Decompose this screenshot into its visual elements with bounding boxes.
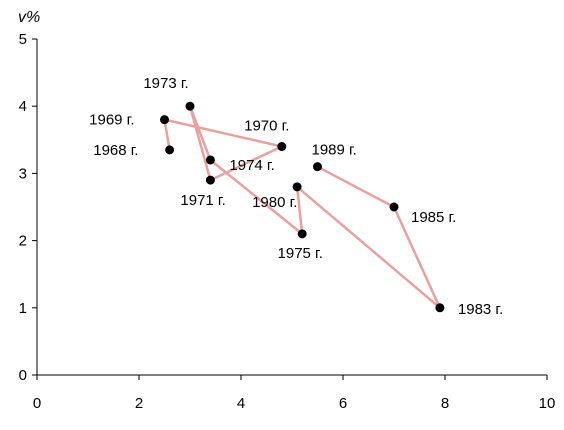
x-tick-label: 10 [539,395,556,412]
y-tick-label: 1 [19,300,27,317]
point-label: 1980 г. [252,194,297,211]
y-tick-label: 4 [19,98,27,115]
y-tick-label: 2 [19,233,27,250]
x-tick-label: 4 [237,395,245,412]
point-label: 1970 г. [244,118,289,135]
point-label: 1989 г. [312,142,357,159]
data-point [292,182,302,192]
data-point [205,155,215,165]
data-point [165,145,175,155]
markers-layer [160,101,445,313]
point-label: 1975 г. [278,245,323,262]
y-tick-label: 3 [19,165,27,182]
point-label: 1974 г. [229,157,274,174]
data-point [435,303,445,313]
y-axis-title: v% [18,9,40,26]
data-point [389,202,399,212]
point-labels-layer: 1968 г. 1969 г. 1970 г. 1971 г. 1973 г. 1974 … [89,75,503,318]
point-label: 1971 г. [180,192,225,209]
point-label: 1983 г. [458,301,503,318]
data-point [277,142,287,152]
point-label: 1969 г. [89,112,134,129]
y-tick-label: 0 [19,367,27,384]
point-label: 1985 г. [411,209,456,226]
x-tick-label: 0 [33,395,41,412]
x-tick-label: 8 [441,395,449,412]
data-point [205,175,215,185]
data-point [313,162,322,172]
x-tick-label: 6 [339,395,347,412]
data-point [185,101,195,111]
point-label: 1973 г. [143,75,188,92]
axes: 0 2 4 6 8 10 0 1 2 3 4 5 [19,31,556,412]
data-point [297,229,307,239]
x-tick-label: 2 [135,395,143,412]
y-tick-label: 5 [19,31,27,48]
data-point [160,115,169,125]
point-label: 1968 г. [93,142,138,159]
